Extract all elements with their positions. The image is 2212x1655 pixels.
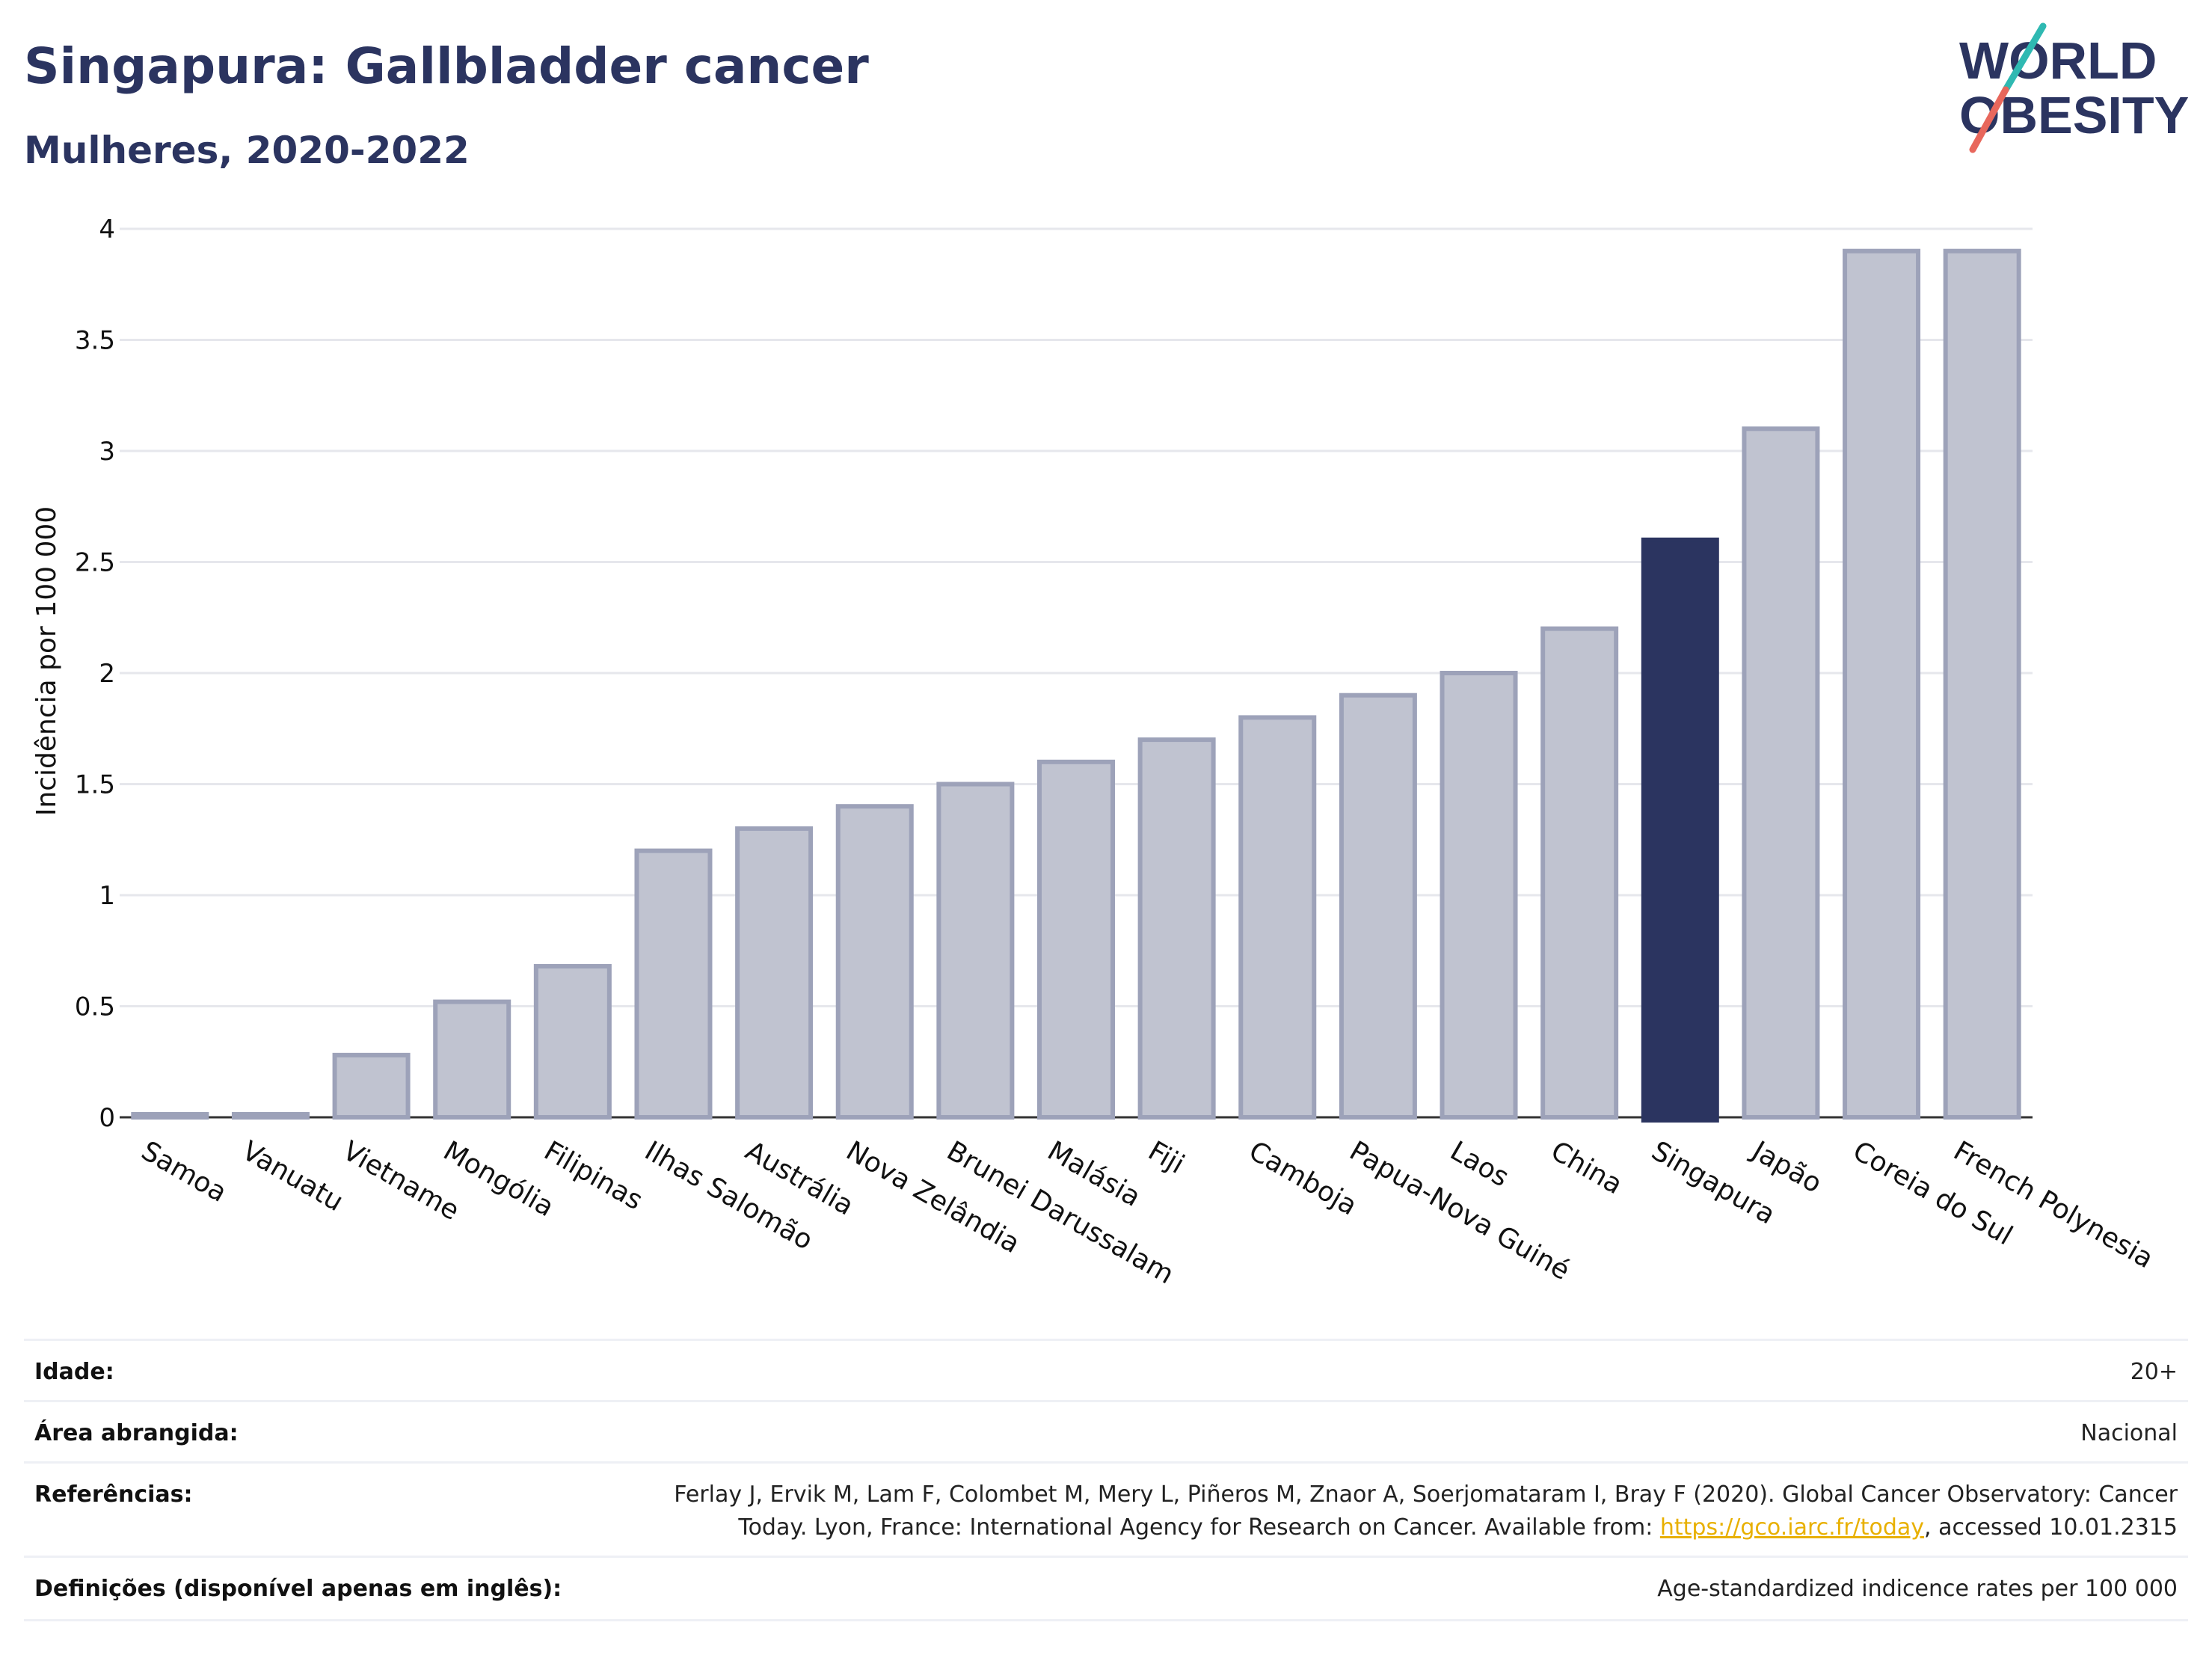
x-tick-label: Filipinas xyxy=(539,1135,648,1216)
x-tick-label: Camboja xyxy=(1244,1135,1362,1221)
bar-vietname xyxy=(332,1052,411,1120)
bar-austrália xyxy=(735,826,814,1120)
y-tick-label: 1 xyxy=(99,881,115,911)
references-link[interactable]: https://gco.iarc.fr/today xyxy=(1659,1514,1925,1541)
definitions-value: Age-standardized indicence rates per 100… xyxy=(1657,1576,2178,1602)
x-tick-label: Nova Zelândia xyxy=(841,1135,1024,1259)
world-obesity-logo: WORLD OBESITY xyxy=(1959,22,2189,153)
bar-malásia xyxy=(1037,759,1115,1120)
x-tick-label: Fiji xyxy=(1143,1135,1189,1180)
y-tick-label: 3 xyxy=(99,437,115,467)
bar-singapura xyxy=(1641,537,1719,1123)
y-tick-label: 0 xyxy=(99,1103,115,1133)
y-axis-label: Incidência por 100 000 xyxy=(31,506,62,816)
references-line-2-end: , accessed 10.01.2315 xyxy=(1924,1514,2178,1541)
age-label: Idade: xyxy=(34,1359,114,1385)
age-value: 20+ xyxy=(2130,1359,2178,1385)
bar-chart: 0 0.5 1 1.5 2 2.5 3 3.5 4 Samoa VanuatuVietnameMo… xyxy=(31,215,2158,1290)
x-tick-label: Ilhas Salomão xyxy=(639,1135,818,1256)
x-tick-label: Samoa xyxy=(136,1135,232,1209)
x-tick-label: China xyxy=(1546,1135,1628,1200)
chart-title: Singapura: Gallbladder cancer xyxy=(24,37,869,95)
info-row-definitions: Definições (disponível apenas em inglês)… xyxy=(24,1556,2188,1621)
references-line-2-start: Today. Lyon, France: International Agenc… xyxy=(738,1514,1660,1541)
y-tick-label: 2 xyxy=(99,659,115,689)
logo-accent-coral xyxy=(1969,86,2009,153)
bar-camboja xyxy=(1238,715,1317,1120)
y-tick-label: 3.5 xyxy=(75,326,115,356)
y-tick-label: 4 xyxy=(99,215,115,245)
x-axis-ticks: Samoa VanuatuVietnameMongóliaFilipinasIlh… xyxy=(136,1134,2158,1290)
chart-subtitle: Mulheres, 2020-2022 xyxy=(24,129,470,172)
info-table: Idade: 20+ Área abrangida: Nacional Refe… xyxy=(24,1339,2188,1623)
references-label: Referências: xyxy=(34,1481,193,1508)
bar-japão xyxy=(1742,426,1820,1120)
bar-laos xyxy=(1440,671,1518,1120)
x-tick-label: Vanuatu xyxy=(237,1135,348,1218)
logo-text-world: WORLD xyxy=(1959,31,2157,90)
info-row-area: Área abrangida: Nacional xyxy=(24,1400,2188,1464)
bar-brunei-darussalam xyxy=(936,782,1015,1120)
bar-coreia-do-sul xyxy=(1843,248,1921,1120)
logo-accent-teal xyxy=(2002,22,2047,93)
references-value: Ferlay J, Ervik M, Lam F, Colombet M, Me… xyxy=(674,1479,2178,1544)
bar-filipinas xyxy=(533,964,612,1120)
definitions-label: Definições (disponível apenas em inglês)… xyxy=(34,1576,562,1602)
bar-samoa xyxy=(131,1112,209,1120)
logo-text-obesity: OBESITY xyxy=(1959,86,2189,144)
y-tick-label: 1.5 xyxy=(75,770,115,800)
bar-mongólia xyxy=(433,999,511,1120)
y-axis-ticks: 0 0.5 1 1.5 2 2.5 3 3.5 4 xyxy=(75,215,115,1133)
bars xyxy=(131,248,2021,1123)
bar-china xyxy=(1540,626,1619,1120)
bar-vanuatu xyxy=(231,1112,310,1120)
area-label: Área abrangida: xyxy=(34,1420,239,1446)
bar-nova-zelândia xyxy=(835,804,914,1120)
x-tick-label: Laos xyxy=(1445,1135,1514,1193)
info-row-age: Idade: 20+ xyxy=(24,1339,2188,1402)
references-line-1: Ferlay J, Ervik M, Lam F, Colombet M, Me… xyxy=(674,1481,2178,1508)
y-tick-label: 0.5 xyxy=(75,992,115,1022)
y-tick-label: 2.5 xyxy=(75,548,115,578)
x-tick-label: Japão xyxy=(1745,1134,1827,1199)
references-line-2: Today. Lyon, France: International Agenc… xyxy=(674,1511,2178,1544)
bar-french-polynesia xyxy=(1943,248,2021,1120)
area-value: Nacional xyxy=(2080,1420,2178,1446)
bar-fiji xyxy=(1137,737,1216,1120)
info-row-references: Referências: Ferlay J, Ervik M, Lam F, C… xyxy=(24,1461,2188,1558)
bar-papua-nova-guiné xyxy=(1339,693,1417,1120)
bar-ilhas-salomão xyxy=(634,848,713,1120)
